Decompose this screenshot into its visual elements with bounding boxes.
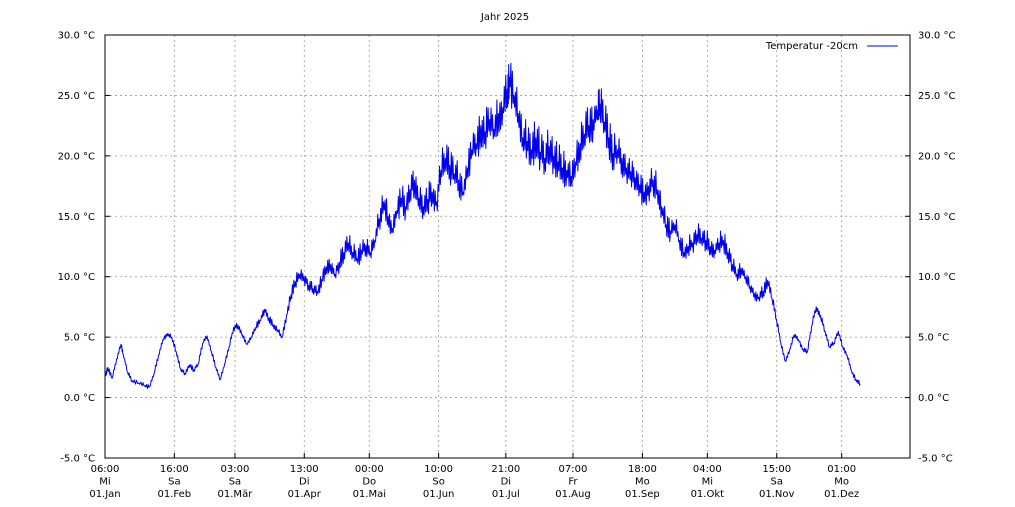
x-tick-label: 01.Dez [824,489,859,500]
x-tick-label: 01.Nov [759,489,795,500]
x-tick-label: Sa [229,477,241,488]
y-axis-left: 30.0 °C 25.0 °C 20.0 °C 15.0 °C 10.0 °C 5.0 °… [58,31,95,465]
x-tick-label: 01.Mai [353,489,386,500]
y-tick-label: -5.0 °C [60,454,95,465]
y-tick-label: 10.0 °C [918,272,955,283]
x-tick-label: 13:00 [290,464,319,475]
x-tick-label: 01.Jul [492,489,520,500]
y-tick-label: 25.0 °C [58,91,95,102]
x-tick-label: Sa [168,477,180,488]
x-tick-label: Fr [568,477,578,488]
x-tick-label: Mo [834,477,849,488]
x-tick-label: 00:00 [355,464,384,475]
y-tick-label: 0.0 °C [918,393,949,404]
legend-label: Temperatur -20cm [765,41,858,52]
x-tick-label: 01.Jan [89,489,120,500]
x-tick-label: 10:00 [424,464,453,475]
tick-marks [104,34,910,459]
x-tick-label: 07:00 [559,464,588,475]
x-tick-label: 16:00 [160,464,189,475]
x-tick-label: Sa [771,477,783,488]
x-tick-label: 15:00 [762,464,791,475]
x-tick-label: 21:00 [491,464,520,475]
x-tick-label: Mo [635,477,650,488]
x-tick-label: 01.Feb [158,489,192,500]
y-tick-label: 15.0 °C [58,212,95,223]
y-tick-label: 0.0 °C [64,393,95,404]
legend: Temperatur -20cm [765,41,898,52]
x-tick-label: 06:00 [91,464,120,475]
y-tick-label: -5.0 °C [918,454,953,465]
x-tick-label: Do [362,477,376,488]
series-layer [105,62,861,390]
y-tick-label: 25.0 °C [918,91,955,102]
x-tick-label: 04:00 [693,464,722,475]
y-tick-label: 15.0 °C [918,212,955,223]
x-tick-label: 01:00 [827,464,856,475]
x-tick-label: 18:00 [628,464,657,475]
y-tick-label: 20.0 °C [918,151,955,162]
x-tick-label: So [432,477,444,488]
x-tick-label: Di [299,477,309,488]
y-tick-label: 30.0 °C [58,31,95,42]
plot-frame [104,34,911,459]
y-tick-label: 10.0 °C [58,272,95,283]
x-tick-label: 01.Apr [288,489,322,500]
y-tick-label: 20.0 °C [58,151,95,162]
x-axis: 06:00Mi01.Jan16:00Sa01.Feb03:00Sa01.Mär1… [89,464,859,500]
y-tick-label: 30.0 °C [918,31,955,42]
y-tick-label: 5.0 °C [64,333,95,344]
x-tick-label: 03:00 [221,464,250,475]
x-tick-label: Mi [99,477,110,488]
x-tick-label: 01.Mär [218,489,254,500]
x-tick-label: 01.Jun [423,489,455,500]
y-axis-right: 30.0 °C 25.0 °C 20.0 °C 15.0 °C 10.0 °C 5.0 °… [918,31,955,465]
y-tick-label: 5.0 °C [918,333,949,344]
x-tick-label: 01.Aug [555,489,590,500]
x-tick-label: Mi [702,477,713,488]
x-tick-label: 01.Okt [691,489,725,500]
x-tick-label: 01.Sep [625,489,660,500]
chart-title: Jahr 2025 [480,12,529,23]
series-line [105,62,861,390]
x-tick-label: Di [501,477,511,488]
